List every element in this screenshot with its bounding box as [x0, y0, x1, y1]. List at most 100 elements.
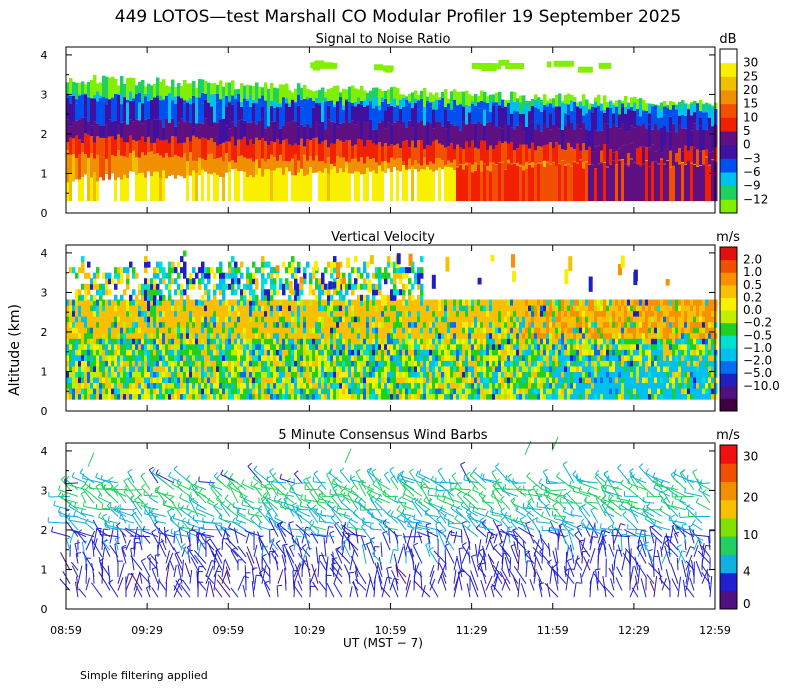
snr-cell: [132, 171, 136, 202]
velocity-cell: [231, 354, 235, 361]
velocity-cell: [237, 388, 241, 395]
velocity-cell: [519, 388, 523, 395]
snr-cell: [648, 103, 652, 104]
snr-cell: [270, 141, 274, 155]
snr-cell: [588, 130, 592, 147]
snr-cell: [483, 163, 487, 165]
velocity-cell: [243, 349, 247, 356]
velocity-cell: [402, 393, 406, 400]
velocity-cell: [105, 316, 109, 323]
velocity-cell: [471, 327, 475, 334]
velocity-cell: [228, 327, 232, 334]
velocity-cell: [402, 338, 406, 345]
velocity-cell: [96, 289, 100, 296]
snr-cell: [531, 142, 535, 163]
snr-cell: [666, 108, 670, 132]
velocity-cell: [273, 283, 277, 290]
velocity-cell: [351, 316, 355, 323]
velocity-cell: [552, 332, 556, 339]
velocity-cell: [150, 338, 154, 345]
velocity-cell: [171, 261, 175, 268]
velocity-cell: [462, 360, 466, 367]
velocity-cell: [90, 388, 94, 395]
velocity-cell: [531, 332, 535, 339]
snr-cell: [198, 175, 202, 202]
velocity-cell: [204, 272, 208, 279]
snr-cell: [99, 82, 103, 96]
velocity-cell: [303, 343, 307, 350]
velocity-cell: [501, 321, 505, 328]
velocity-cell: [84, 371, 88, 378]
snr-cell: [639, 166, 643, 202]
velocity-cell: [375, 349, 379, 356]
snr-cell: [117, 134, 121, 151]
snr-cell: [543, 166, 547, 202]
velocity-cell: [447, 371, 451, 378]
velocity-cell: [294, 321, 298, 328]
snr-cell: [339, 123, 343, 141]
snr-cell: [573, 129, 577, 150]
snr-cell: [246, 122, 250, 146]
velocity-cell: [315, 393, 319, 400]
snr-cell: [201, 92, 205, 104]
snr-cell: [561, 102, 565, 112]
snr-cell: [690, 115, 694, 131]
velocity-cell: [327, 382, 331, 389]
velocity-cell: [126, 338, 130, 345]
velocity-cell: [126, 321, 130, 328]
velocity-cell: [516, 354, 520, 361]
snr-cell: [528, 148, 532, 164]
colorbar-frame: [719, 48, 738, 214]
velocity-cell: [192, 283, 196, 290]
velocity-cell: [279, 393, 283, 400]
velocity-cell: [123, 267, 127, 274]
velocity-cell: [360, 310, 364, 317]
velocity-cell: [132, 305, 136, 312]
velocity-cell: [198, 371, 202, 378]
velocity-cell: [345, 321, 349, 328]
velocity-cell: [81, 332, 85, 339]
snr-cell: [141, 152, 145, 173]
velocity-cell: [411, 365, 415, 372]
velocity-cell: [330, 393, 334, 400]
velocity-cell: [534, 349, 538, 356]
velocity-cell: [135, 382, 139, 389]
snr-cell: [378, 142, 382, 165]
snr-cell: [222, 177, 226, 202]
velocity-cell: [195, 321, 199, 328]
snr-cell: [576, 162, 580, 164]
snr-cell: [129, 135, 133, 153]
velocity-cell: [303, 327, 307, 334]
velocity-cell: [183, 316, 187, 323]
velocity-cell: [285, 349, 289, 356]
snr-cell: [249, 85, 253, 95]
velocity-cell: [276, 388, 280, 395]
velocity-cell: [525, 332, 529, 339]
snr-cell: [501, 107, 505, 129]
snr-cell: [483, 102, 487, 110]
velocity-cell: [111, 305, 115, 312]
velocity-cell: [141, 305, 145, 312]
snr-cell: [195, 87, 199, 97]
velocity-cell: [318, 283, 322, 290]
velocity-cell: [129, 382, 133, 389]
velocity-cell: [336, 310, 340, 317]
velocity-cell: [312, 305, 316, 312]
snr-cell: [186, 121, 190, 138]
velocity-cell: [267, 343, 271, 350]
snr-cell: [198, 138, 202, 158]
velocity-cell: [504, 377, 508, 384]
velocity-cell: [528, 354, 532, 361]
velocity-cell: [96, 310, 100, 317]
snr-cell: [78, 94, 82, 96]
velocity-cell: [456, 316, 460, 323]
velocity-cell: [342, 272, 346, 279]
snr-cell: [429, 106, 433, 124]
velocity-cell: [507, 393, 511, 400]
velocity-cell: [102, 354, 106, 361]
snr-cell: [471, 103, 475, 124]
velocity-cell: [501, 393, 505, 400]
velocity-cell: [324, 349, 328, 356]
velocity-cell: [111, 393, 115, 400]
